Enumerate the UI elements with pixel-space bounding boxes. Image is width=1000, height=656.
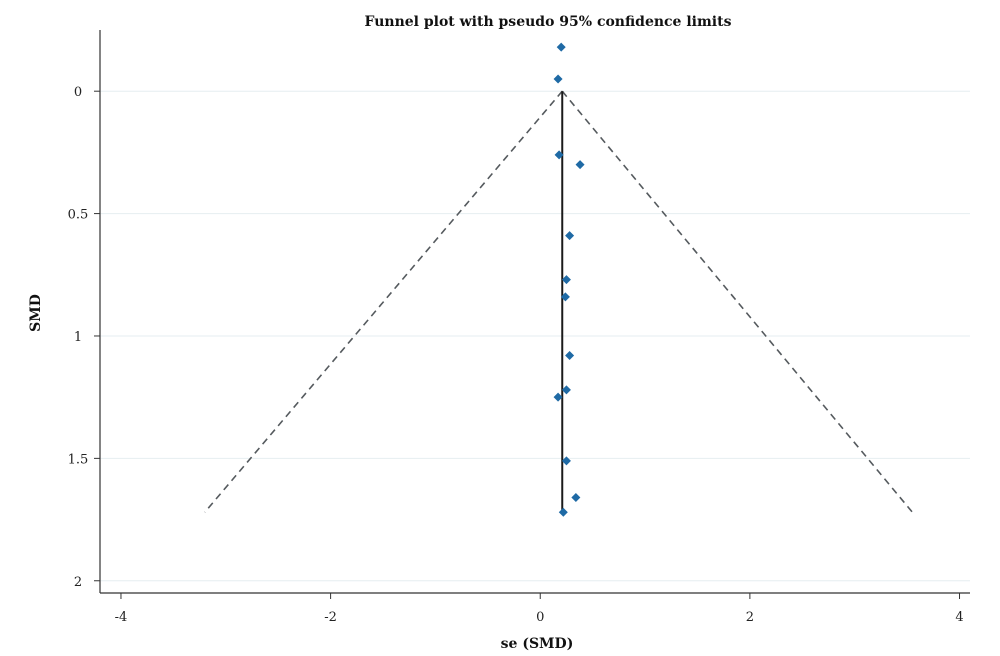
study-points	[553, 42, 585, 517]
x-tick-label: -2	[324, 610, 337, 625]
study-point	[565, 231, 575, 241]
chart-title: Funnel plot with pseudo 95% confidence l…	[365, 14, 732, 30]
x-axis-label: se (SMD)	[501, 636, 574, 652]
study-point	[575, 160, 585, 170]
study-point	[558, 507, 568, 517]
x-tick-label: 4	[955, 610, 963, 625]
study-point	[560, 292, 570, 302]
x-tick-label: -4	[115, 610, 128, 625]
study-point	[554, 150, 564, 160]
study-point	[556, 42, 566, 52]
y-tick-label: 0.5	[68, 208, 89, 223]
y-axis-ticks: 0 0.5 1 1.5 2	[68, 85, 100, 590]
x-tick-label: 0	[536, 610, 544, 625]
study-point	[553, 74, 563, 84]
x-axis-ticks: -4 -2 0 2 4	[115, 593, 964, 625]
x-tick-label: 2	[746, 610, 754, 625]
study-point	[553, 392, 563, 402]
study-point	[571, 493, 581, 503]
confidence-limits	[204, 90, 913, 513]
grid-lines	[100, 90, 970, 582]
y-tick-label: 1.5	[68, 452, 89, 467]
study-point	[565, 351, 575, 361]
axes	[99, 30, 970, 594]
study-point	[561, 456, 571, 466]
study-point	[561, 275, 571, 285]
upper-confidence-limit	[561, 90, 913, 513]
lower-confidence-limit	[204, 90, 563, 513]
study-point	[561, 385, 571, 395]
y-tick-label: 2	[74, 575, 82, 590]
y-tick-label: 0	[74, 85, 82, 100]
y-axis-label: SMD	[28, 294, 44, 332]
y-tick-label: 1	[74, 330, 82, 345]
